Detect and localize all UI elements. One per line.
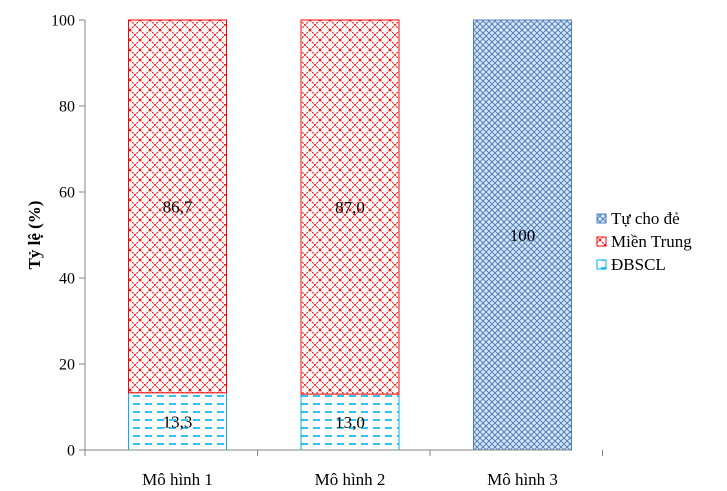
x-axis: Mô hình 1 Mô hình 2 Mô hình 3 — [84, 449, 603, 489]
x-category-label: Mô hình 2 — [315, 470, 386, 489]
x-category-label: Mô hình 3 — [487, 470, 558, 489]
x-category-label: Mô hình 1 — [142, 470, 213, 489]
y-tick-label: 80 — [59, 99, 75, 116]
bar-segment — [128, 19, 227, 394]
data-label: 86,7 — [163, 197, 193, 216]
y-tick-label: 100 — [51, 13, 75, 30]
y-tick-label: 0 — [67, 443, 75, 460]
y-tick-label: 40 — [59, 271, 75, 288]
y-tick-label: 20 — [59, 357, 75, 374]
y-axis: 0 20 40 60 80 100 — [51, 13, 86, 460]
bar-segment — [300, 19, 400, 395]
legend-label: Tự cho đẻ — [611, 209, 680, 228]
data-label: 87,0 — [335, 198, 365, 217]
bars: 13,3 86,7 13,0 87,0 100 — [128, 19, 572, 451]
legend-swatch — [596, 213, 607, 224]
legend-swatch — [596, 259, 607, 270]
y-axis-title: Tỷ lệ (%) — [25, 201, 44, 270]
legend-label: Miền Trung — [611, 232, 692, 251]
legend-label: ĐBSCL — [611, 255, 666, 274]
legend: Tự cho đẻ Miền Trung ĐBSCL — [596, 209, 692, 274]
data-label: 13,0 — [335, 413, 365, 432]
data-label: 13,3 — [163, 412, 193, 431]
bar-segment — [473, 19, 572, 451]
data-label: 100 — [510, 226, 536, 245]
y-tick-label: 60 — [59, 185, 75, 202]
legend-swatch — [596, 236, 607, 247]
bar-segment — [300, 393, 400, 451]
